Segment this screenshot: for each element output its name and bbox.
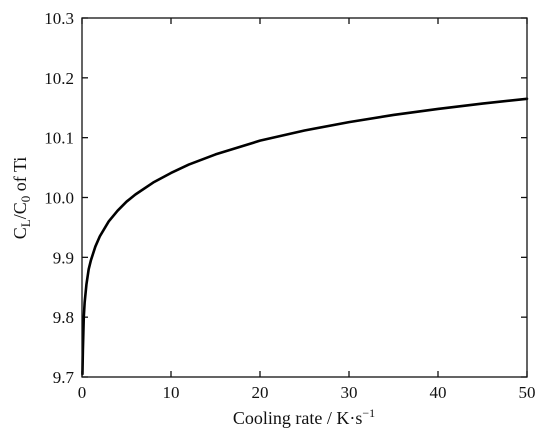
ticks: 0 10 20 30 40 50 9.7 9.8 9.9 10.0 10.1 10.2 10.3: [44, 9, 535, 402]
y-tick-label: 9.8: [53, 308, 74, 327]
plot-frame: [81, 17, 528, 378]
x-tick-label: 50: [519, 383, 536, 402]
series-line: [81, 97, 529, 376]
y-tick-label: 10.2: [44, 69, 74, 88]
x-tick-label: 30: [341, 383, 358, 402]
series-layer: [81, 97, 529, 376]
x-tick-label: 40: [430, 383, 447, 402]
y-axis-label: CL/C0 of Ti: [10, 157, 33, 240]
y-tick-label: 10.3: [44, 9, 74, 28]
x-tick-label: 10: [163, 383, 180, 402]
y-tick-label: 10.0: [44, 189, 74, 208]
y-tick-label: 9.9: [53, 248, 74, 267]
x-tick-label: 20: [252, 383, 269, 402]
y-tick-label: 10.1: [44, 129, 74, 148]
x-axis-label: Cooling rate / K·s−1: [233, 406, 375, 428]
x-tick-label: 0: [78, 383, 87, 402]
y-tick-label: 9.7: [53, 368, 75, 387]
